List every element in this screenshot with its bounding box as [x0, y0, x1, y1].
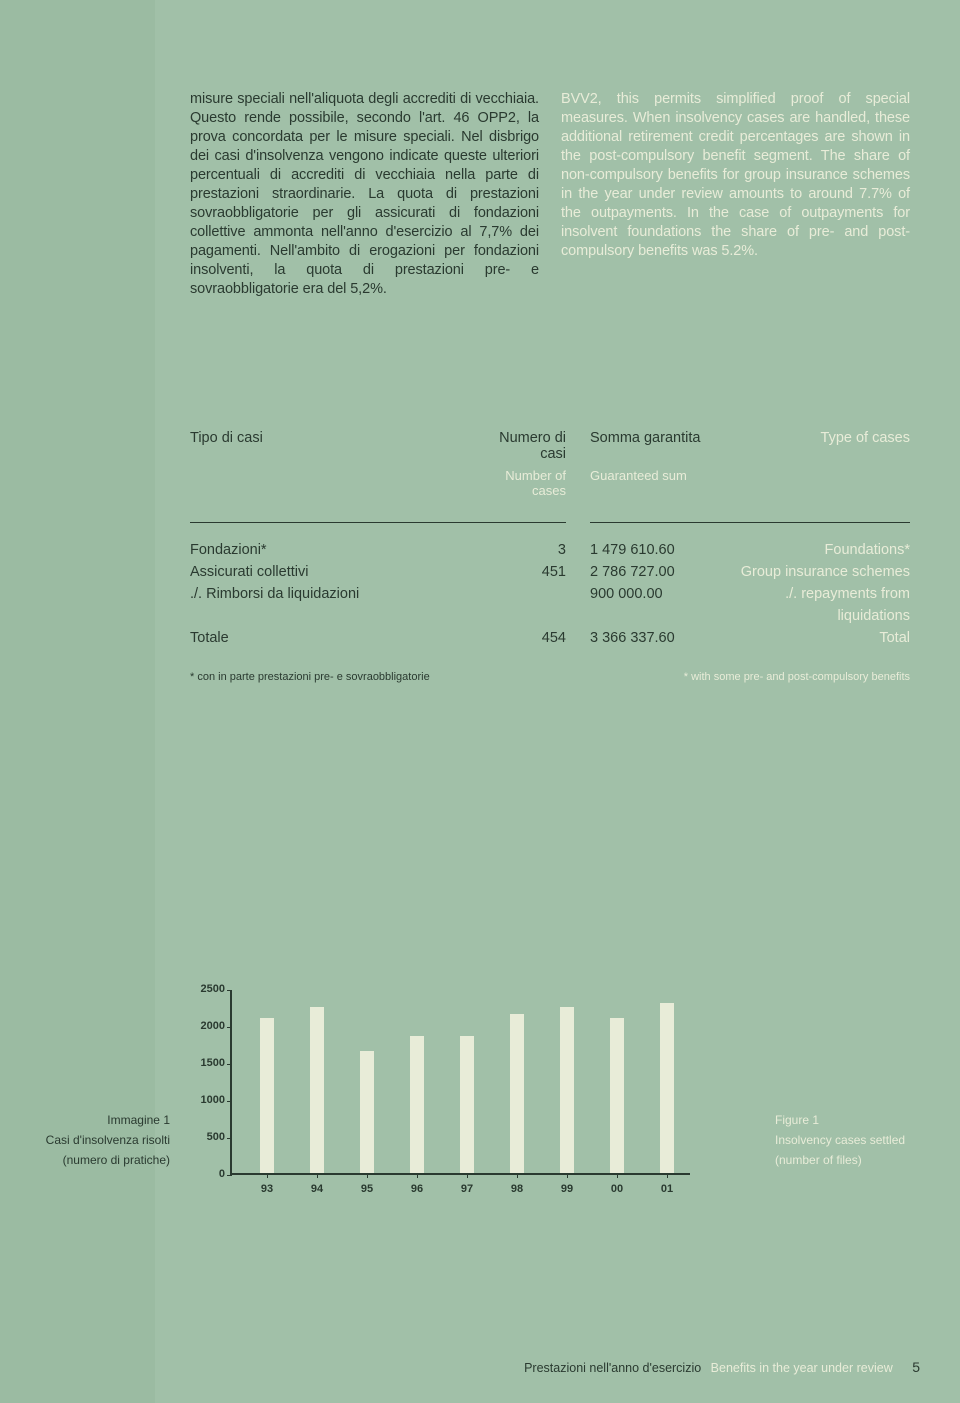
ytick-mark [227, 1027, 232, 1028]
footer-it: Prestazioni nell'anno d'esercizio [524, 1361, 701, 1375]
body-columns: misure speciali nell'aliquota degli accr… [190, 90, 910, 299]
ytick-mark [227, 1064, 232, 1065]
cell-it: Fondazioni* [190, 539, 490, 561]
ytick-label: 500 [190, 1131, 225, 1143]
xtick-mark [617, 1173, 618, 1178]
cell-num: 451 [490, 561, 566, 583]
cell-num: 454 [490, 627, 566, 649]
th-somma: Somma garantita [566, 430, 730, 462]
footnote-it: * con in parte prestazioni pre- e sovrao… [190, 671, 566, 683]
ytick-mark [227, 1175, 232, 1176]
table-subheader: Number of cases Guaranteed sum [190, 468, 910, 498]
chart-caption-left: Immagine 1 Casi d'insolvenza risolti (nu… [0, 1110, 170, 1170]
table-row: Fondazioni*31 479 610.60Foundations* [190, 539, 910, 561]
footer-en: Benefits in the year under review [711, 1361, 893, 1375]
xtick-label: 96 [402, 1183, 432, 1195]
xtick-label: 99 [552, 1183, 582, 1195]
table-body: Fondazioni*31 479 610.60Foundations*Assi… [190, 539, 910, 649]
chart-bar [260, 1018, 274, 1173]
footnote-en: * with some pre- and post-compulsory ben… [566, 671, 910, 683]
chart-bar [560, 1007, 574, 1174]
xtick-mark [317, 1173, 318, 1178]
xtick-label: 01 [652, 1183, 682, 1195]
chart-caption-right: Figure 1 Insolvency cases settled (numbe… [775, 1110, 960, 1170]
xtick-mark [417, 1173, 418, 1178]
xtick-label: 00 [602, 1183, 632, 1195]
chart-bar [460, 1036, 474, 1173]
xtick-mark [567, 1173, 568, 1178]
chart-bar [410, 1036, 424, 1173]
xtick-mark [367, 1173, 368, 1178]
th-somma-en: Guaranteed sum [566, 468, 730, 498]
th-numero: Numero di casi [490, 430, 566, 462]
caption-right-line1: Figure 1 [775, 1110, 960, 1130]
rule-right [590, 522, 910, 523]
cell-num: 3 [490, 539, 566, 561]
table-row: ./. Rimborsi da liquidazioni 900 000.00./… [190, 583, 910, 627]
cell-sum: 1 479 610.60 [566, 539, 730, 561]
xtick-label: 97 [452, 1183, 482, 1195]
cell-en: Group insurance schemes [730, 561, 910, 583]
table-footnotes: * con in parte prestazioni pre- e sovrao… [190, 671, 910, 683]
chart-bar [310, 1007, 324, 1174]
ytick-label: 2000 [190, 1020, 225, 1032]
caption-right-line2: Insolvency cases settled [775, 1130, 960, 1150]
xtick-label: 93 [252, 1183, 282, 1195]
paragraph-english: BVV2, this permits simplified proof of s… [561, 90, 910, 299]
left-margin-strip [0, 0, 155, 1403]
xtick-label: 94 [302, 1183, 332, 1195]
xtick-mark [267, 1173, 268, 1178]
xtick-mark [517, 1173, 518, 1178]
th-type: Type of cases [730, 430, 910, 462]
xtick-label: 98 [502, 1183, 532, 1195]
cell-en: Foundations* [730, 539, 910, 561]
xtick-label: 95 [352, 1183, 382, 1195]
ytick-mark [227, 1101, 232, 1102]
caption-right-line3: (number of files) [775, 1150, 960, 1170]
xtick-mark [467, 1173, 468, 1178]
ytick-label: 1000 [190, 1094, 225, 1106]
caption-left-line2: Casi d'insolvenza risolti [0, 1130, 170, 1150]
cell-it: Totale [190, 627, 490, 649]
ytick-label: 2500 [190, 983, 225, 995]
chart-bar [360, 1051, 374, 1173]
table-header: Tipo di casi Numero di casi Somma garant… [190, 430, 910, 462]
chart-bar [660, 1003, 674, 1173]
th-tipo: Tipo di casi [190, 430, 490, 462]
footer-page-number: 5 [912, 1359, 920, 1375]
bar-chart: 05001000150020002500 939495969798990001 [230, 990, 730, 1175]
cell-num [490, 583, 566, 627]
ytick-mark [227, 1138, 232, 1139]
paragraph-italian: misure speciali nell'aliquota degli accr… [190, 90, 539, 299]
table-row: Totale4543 366 337.60Total [190, 627, 910, 649]
ytick-label: 0 [190, 1168, 225, 1180]
page-footer: Prestazioni nell'anno d'esercizio Benefi… [524, 1359, 920, 1375]
ytick-mark [227, 990, 232, 991]
table-row: Assicurati collettivi4512 786 727.00Grou… [190, 561, 910, 583]
data-table: Tipo di casi Numero di casi Somma garant… [190, 430, 910, 683]
cell-en: Total [730, 627, 910, 649]
rule-left [190, 522, 566, 523]
caption-left-line1: Immagine 1 [0, 1110, 170, 1130]
chart-bar [510, 1014, 524, 1173]
chart-plot-area: 939495969798990001 [230, 990, 690, 1175]
cell-sum: 900 000.00 [566, 583, 730, 627]
cell-it: ./. Rimborsi da liquidazioni [190, 583, 490, 627]
cell-it: Assicurati collettivi [190, 561, 490, 583]
th-numero-en: Number of cases [490, 468, 566, 498]
ytick-label: 1500 [190, 1057, 225, 1069]
chart-bar [610, 1018, 624, 1173]
cell-en: ./. repayments from liquidations [730, 583, 910, 627]
caption-left-line3: (numero di pratiche) [0, 1150, 170, 1170]
xtick-mark [667, 1173, 668, 1178]
cell-sum: 2 786 727.00 [566, 561, 730, 583]
cell-sum: 3 366 337.60 [566, 627, 730, 649]
